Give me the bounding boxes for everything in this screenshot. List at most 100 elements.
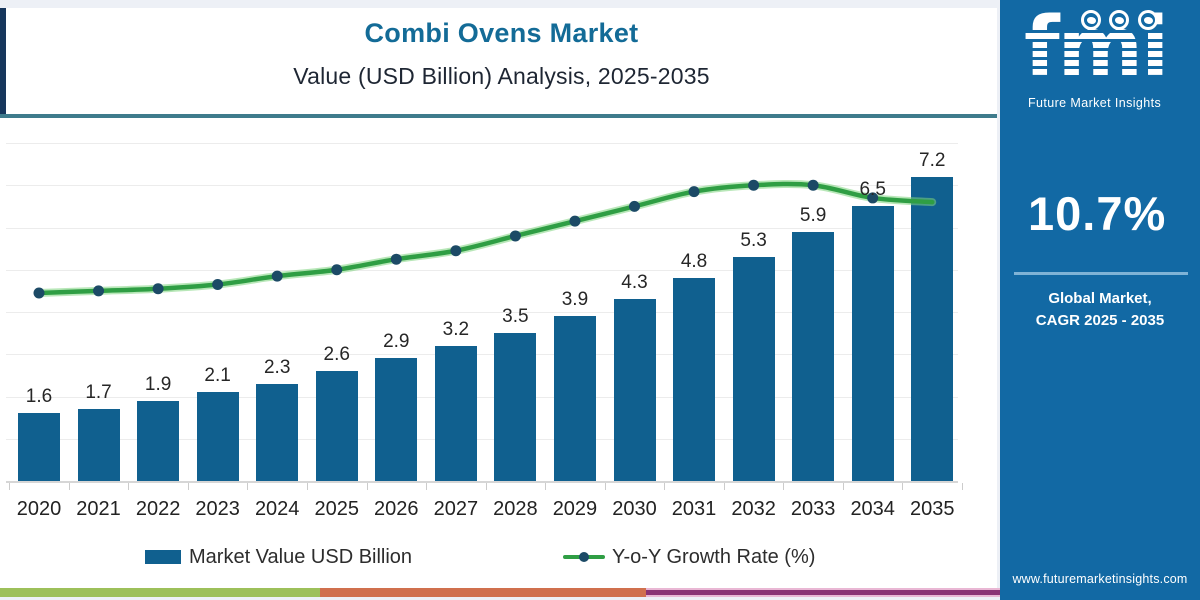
bar-value-label: 5.3 (740, 230, 767, 252)
x-axis-label: 2028 (493, 498, 538, 520)
x-axis-label: 2035 (910, 498, 955, 520)
footer-strip-purple (646, 588, 1000, 597)
line-point (390, 253, 402, 265)
axis-tick (902, 483, 904, 490)
bar-legend-label: Market Value USD Billion (189, 545, 413, 568)
line-point (450, 245, 462, 257)
bar-legend-swatch (145, 550, 181, 564)
x-axis-label: 2025 (314, 498, 360, 520)
page-title: Combi Ovens Market (364, 18, 639, 48)
footer-strip-green (0, 588, 320, 597)
bar-2024 (256, 383, 299, 481)
bar-value-label: 5.9 (799, 204, 827, 226)
bar-value-label: 2.6 (323, 344, 350, 366)
line-point (93, 285, 105, 297)
axis-tick (187, 483, 189, 490)
line-legend-swatch (563, 552, 605, 562)
cagr-caption-line2: CAGR 2025 - 2035 (1035, 312, 1165, 329)
bar-2026 (375, 358, 418, 481)
axis-tick (128, 483, 130, 490)
gridline (6, 312, 958, 313)
gridline (6, 438, 958, 440)
bar-2035 (911, 176, 954, 481)
gridline (6, 396, 958, 398)
gridline (6, 185, 958, 187)
logo-tagline: Future Market Insights (1028, 96, 1162, 110)
chart-area: 1.6 1.7 1.9 2.1 2.3 2.6 2.9 3.2 3.5 3.9 4.3 4.8 5.3 5… (0, 118, 997, 588)
bar-2034 (851, 206, 894, 481)
bar-value-label: 4.3 (621, 272, 648, 294)
line-point (271, 270, 283, 282)
bar-value-label: 1.6 (25, 386, 53, 408)
bar-2021 (77, 409, 120, 481)
bar-2028 (494, 333, 537, 481)
bar-value-label: 6.5 (859, 179, 886, 201)
bar-value-label: 3.5 (502, 306, 529, 328)
x-axis-label: 2024 (254, 498, 300, 520)
x-axis-label: 2029 (552, 498, 598, 520)
gridline (6, 227, 958, 229)
gridline (6, 143, 958, 144)
compass-icon (1109, 10, 1129, 30)
bar-2030 (613, 299, 656, 481)
bar-value-label: 2.9 (383, 331, 410, 353)
axis-tick (68, 483, 70, 490)
chart-header: Combi Ovens Market Value (USD Billion) A… (6, 8, 997, 114)
bar-value-label: 4.8 (680, 251, 708, 273)
bar-2029 (553, 316, 596, 481)
bar-2027 (434, 345, 477, 481)
bar-2031 (673, 278, 716, 481)
bar-value-label: 1.9 (144, 373, 172, 395)
axis-tick (545, 483, 547, 490)
bar-2033 (792, 231, 835, 481)
line-point (629, 200, 640, 212)
x-axis-label: 2022 (135, 498, 181, 520)
x-axis-label: 2033 (790, 498, 836, 520)
x-axis-label: 2027 (433, 498, 479, 520)
page-subtitle: Value (USD Billion) Analysis, 2025-2035 (293, 63, 710, 89)
x-axis-label: 2021 (76, 498, 121, 520)
x-axis-label: 2034 (850, 498, 895, 520)
axis-tick (366, 483, 368, 490)
globe-icon (1138, 10, 1158, 30)
x-axis-label: 2026 (374, 498, 419, 520)
axis-tick (962, 483, 964, 490)
bar-value-label: 2.1 (204, 365, 231, 387)
bar-value-label: 3.9 (561, 289, 589, 311)
axis-tick (783, 483, 785, 490)
axis-tick (604, 483, 606, 490)
axis-tick (9, 483, 11, 490)
brand-sidebar: fmi Future Market Insights 10.7% Global … (1000, 0, 1200, 600)
x-axis-label: 2032 (731, 498, 776, 520)
bar-2022 (137, 400, 180, 481)
line-legend-label: Y-o-Y Growth Rate (%) (612, 545, 816, 568)
axis-tick (426, 483, 428, 490)
line-point (33, 287, 45, 299)
bar-value-label: 1.7 (85, 382, 112, 404)
cagr-value: 10.7% (1028, 187, 1167, 240)
bar-value-label: 7.2 (919, 149, 946, 171)
bar-2032 (732, 257, 775, 481)
cagr-divider (1014, 272, 1188, 275)
line-point (152, 283, 164, 295)
axis-tick (306, 483, 308, 490)
axis-tick (842, 483, 844, 490)
x-axis-label: 2023 (195, 498, 240, 520)
line-point (212, 279, 224, 291)
footer-strip-orange (320, 588, 646, 597)
x-axis-label: 2031 (671, 498, 717, 520)
website-url: www.futuremarketinsights.com (1012, 572, 1188, 586)
bar-2020 (18, 413, 60, 481)
bar-value-label: 3.2 (442, 318, 470, 340)
line-point (688, 186, 700, 198)
header-accent-bar (0, 8, 6, 115)
line-point (569, 215, 581, 227)
map-icon (1081, 10, 1101, 30)
x-axis-label: 2030 (612, 498, 657, 520)
gridline (6, 354, 958, 356)
x-axis-line (6, 481, 958, 483)
fmi-logo-stripes (1024, 24, 1200, 96)
bar-2023 (196, 392, 239, 481)
x-axis-label: 2020 (16, 498, 62, 520)
axis-tick (485, 483, 487, 490)
